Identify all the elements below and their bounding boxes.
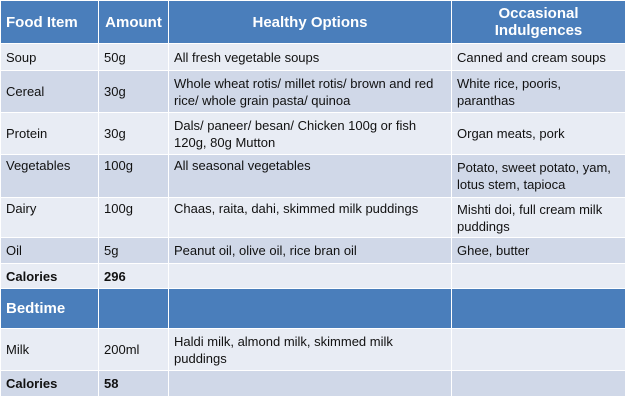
healthy-options-cell: Peanut oil, olive oil, rice bran oil [168, 237, 452, 264]
empty-cell [168, 263, 452, 289]
amount-cell: 30g [98, 112, 169, 155]
table-row: Protein 30g Dals/ paneer/ besan/ Chicken… [0, 112, 625, 155]
food-item-cell: Soup [0, 43, 99, 71]
healthy-options-cell: All seasonal vegetables [168, 154, 452, 198]
table-row: Cereal 30g Whole wheat rotis/ millet rot… [0, 70, 625, 113]
calories-label: Calories [0, 370, 99, 397]
header-amount: Amount [98, 0, 169, 44]
healthy-options-cell: Chaas, raita, dahi, skimmed milk pudding… [168, 197, 452, 238]
healthy-options-cell: Haldi milk, almond milk, skimmed milk pu… [168, 328, 452, 371]
food-item-cell: Vegetables [0, 154, 99, 198]
amount-cell: 200ml [98, 328, 169, 371]
empty-cell [451, 288, 625, 329]
food-item-cell: Cereal [0, 70, 99, 113]
healthy-options-cell: All fresh vegetable soups [168, 43, 452, 71]
table-row: Soup 50g All fresh vegetable soups Canne… [0, 43, 625, 71]
empty-cell [98, 288, 169, 329]
healthy-options-cell: Dals/ paneer/ besan/ Chicken 100g or fis… [168, 112, 452, 155]
occasional-cell [451, 328, 625, 371]
table-row: Milk 200ml Haldi milk, almond milk, skim… [0, 328, 625, 371]
table-row: Vegetables 100g All seasonal vegetables … [0, 154, 625, 198]
occasional-cell: Mishti doi, full cream milk puddings [451, 197, 625, 238]
amount-cell: 30g [98, 70, 169, 113]
healthy-options-cell: Whole wheat rotis/ millet rotis/ brown a… [168, 70, 452, 113]
amount-cell: 100g [98, 197, 169, 238]
food-item-cell: Oil [0, 237, 99, 264]
empty-cell [168, 370, 452, 397]
empty-cell [451, 263, 625, 289]
amount-cell: 5g [98, 237, 169, 264]
occasional-cell: Organ meats, pork [451, 112, 625, 155]
amount-cell: 50g [98, 43, 169, 71]
bedtime-section-row: Bedtime [0, 288, 625, 329]
empty-cell [168, 288, 452, 329]
calories-row: Calories 296 [0, 263, 625, 289]
occasional-cell: Potato, sweet potato, yam, lotus stem, t… [451, 154, 625, 198]
header-healthy-options: Healthy Options [168, 0, 452, 44]
empty-cell [451, 370, 625, 397]
bedtime-label: Bedtime [0, 288, 99, 329]
calories-value: 58 [98, 370, 169, 397]
food-item-cell: Milk [0, 328, 99, 371]
table-row: Oil 5g Peanut oil, olive oil, rice bran … [0, 237, 625, 264]
calories-value: 296 [98, 263, 169, 289]
header-food-item: Food Item [0, 0, 99, 44]
header-occasional-indulgences: Occasional Indulgences [451, 0, 625, 44]
amount-cell: 100g [98, 154, 169, 198]
header-row: Food Item Amount Healthy Options Occasio… [0, 0, 625, 44]
calories-row: Calories 58 [0, 370, 625, 397]
food-item-cell: Protein [0, 112, 99, 155]
calories-label: Calories [0, 263, 99, 289]
occasional-cell: Canned and cream soups [451, 43, 625, 71]
food-item-cell: Dairy [0, 197, 99, 238]
table-row: Dairy 100g Chaas, raita, dahi, skimmed m… [0, 197, 625, 238]
occasional-cell: White rice, pooris, paranthas [451, 70, 625, 113]
occasional-cell: Ghee, butter [451, 237, 625, 264]
